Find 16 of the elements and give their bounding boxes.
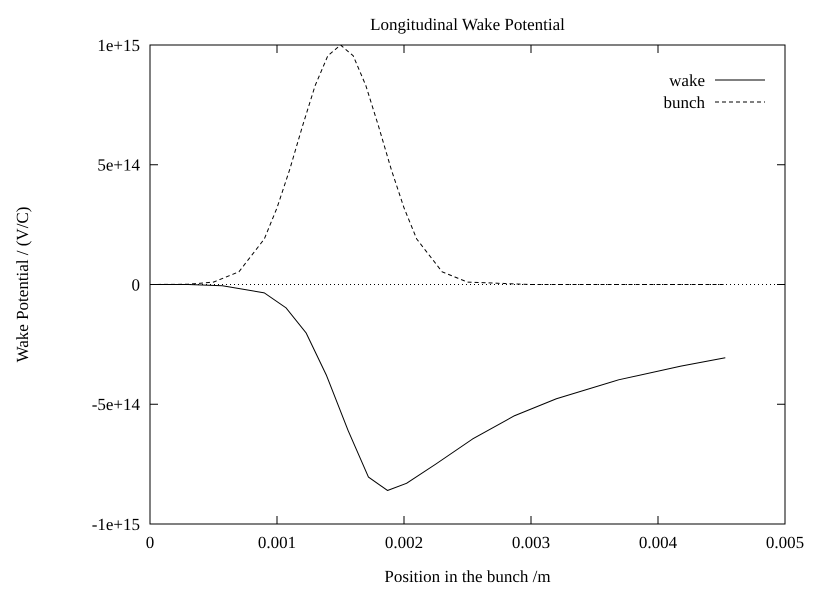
x-tick-label: 0.003 (512, 533, 550, 552)
x-tick-label: 0.004 (638, 533, 678, 552)
x-tick-label: 0 (146, 533, 154, 552)
y-tick-label: 1e+15 (97, 36, 140, 55)
x-tick-label: 0.005 (766, 533, 804, 552)
y-axis-title: Wake Potential / (V/C) (13, 206, 32, 362)
y-tick-label: 0 (132, 275, 140, 294)
chart-title: Longitudinal Wake Potential (370, 15, 566, 34)
y-tick-label: -5e+14 (92, 395, 140, 414)
x-tick-label: 0.001 (258, 533, 296, 552)
x-tick-label: 0.002 (384, 533, 424, 552)
x-axis-title: Position in the bunch /m (384, 567, 551, 586)
legend-label: bunch (663, 92, 706, 112)
y-tick-label: -1e+15 (92, 514, 140, 534)
legend-label: wake (669, 70, 705, 90)
y-tick-label: 5e+14 (97, 156, 140, 175)
